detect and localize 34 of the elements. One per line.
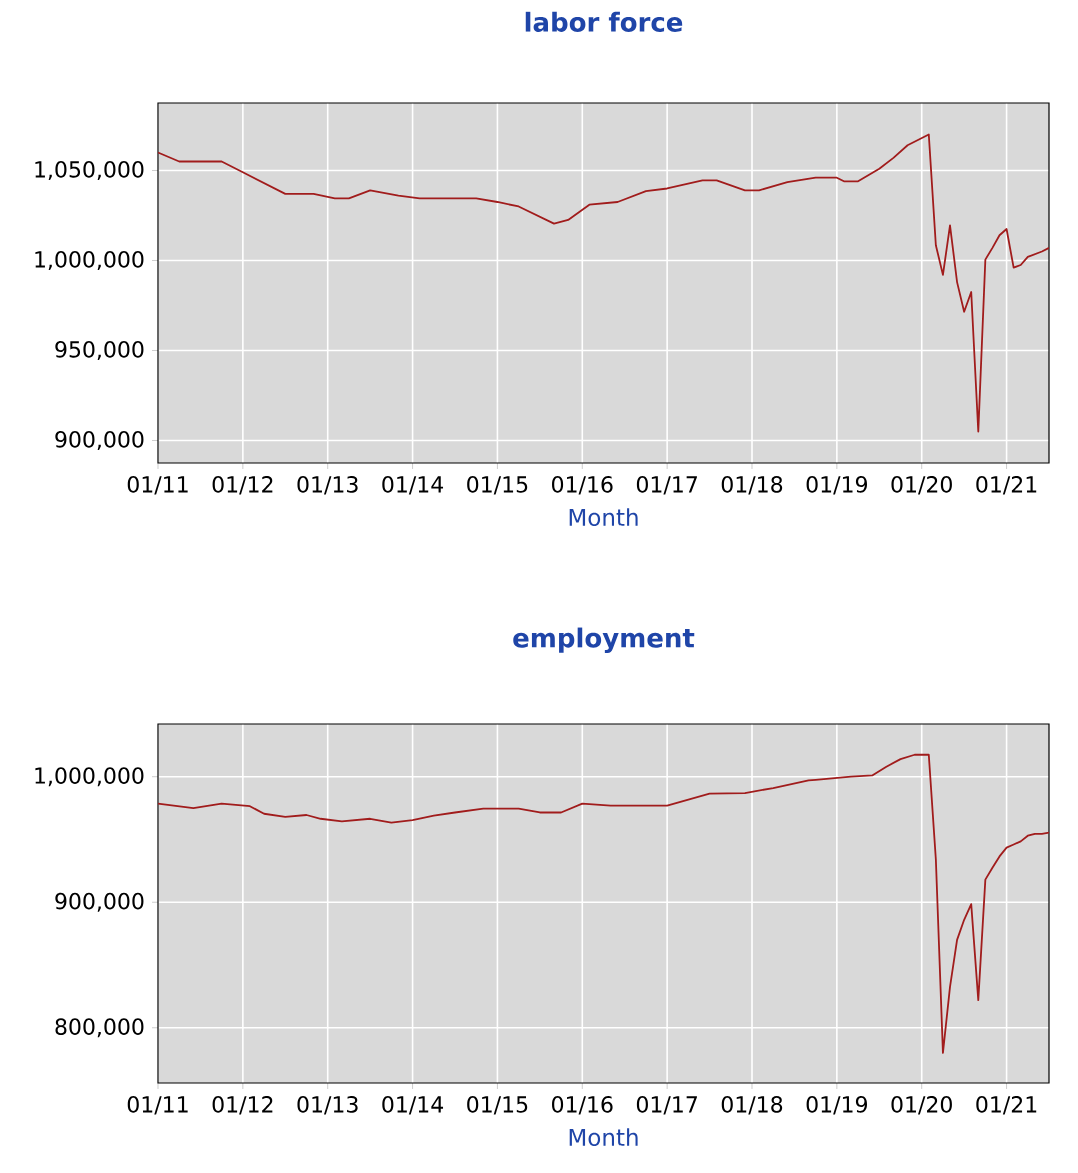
chart-title: labor force [525,11,683,32]
x-tick-label: 01/11 [127,476,188,495]
x-tick-label: 01/11 [127,1096,188,1115]
x-tick-label: 01/21 [976,476,1037,495]
x-tick-label: 01/21 [976,1096,1037,1115]
x-tick-label: 01/20 [891,1096,952,1115]
x-tick-label: 01/19 [806,476,867,495]
y-tick-label: 1,050,000 [35,161,144,180]
x-tick-label: 01/20 [891,476,952,495]
x-tick-label: 01/18 [721,1096,783,1115]
x-axis-title: Month [569,508,638,526]
line-series [158,753,1049,1054]
x-tick-label: 01/12 [212,476,273,495]
x-tick-label: 01/19 [806,1096,867,1115]
x-tick-label: 01/18 [721,476,783,495]
chart-title: employment [513,627,695,653]
x-tick-label: 01/14 [382,476,444,495]
x-tick-label: 01/14 [382,1096,444,1115]
y-tick-label: 900,000 [55,431,144,450]
x-tick-label: 01/16 [552,1096,613,1115]
x-tick-label: 01/15 [467,1096,528,1115]
x-tick-label: 01/16 [552,476,613,495]
x-tick-label: 01/15 [467,476,528,495]
x-tick-label: 01/17 [636,1096,697,1115]
y-tick-label: 950,000 [55,341,144,360]
x-tick-label: 01/13 [297,476,358,495]
x-tick-label: 01/12 [212,1096,273,1115]
y-tick-label: 1,000,000 [35,251,144,270]
y-tick-label: 900,000 [55,892,144,912]
x-tick-label: 01/13 [297,1096,358,1115]
y-tick-label: 800,000 [55,1018,144,1038]
x-axis-title: Month [569,1128,638,1146]
x-tick-label: 01/17 [636,476,697,495]
y-tick-label: 1,000,000 [35,767,144,787]
